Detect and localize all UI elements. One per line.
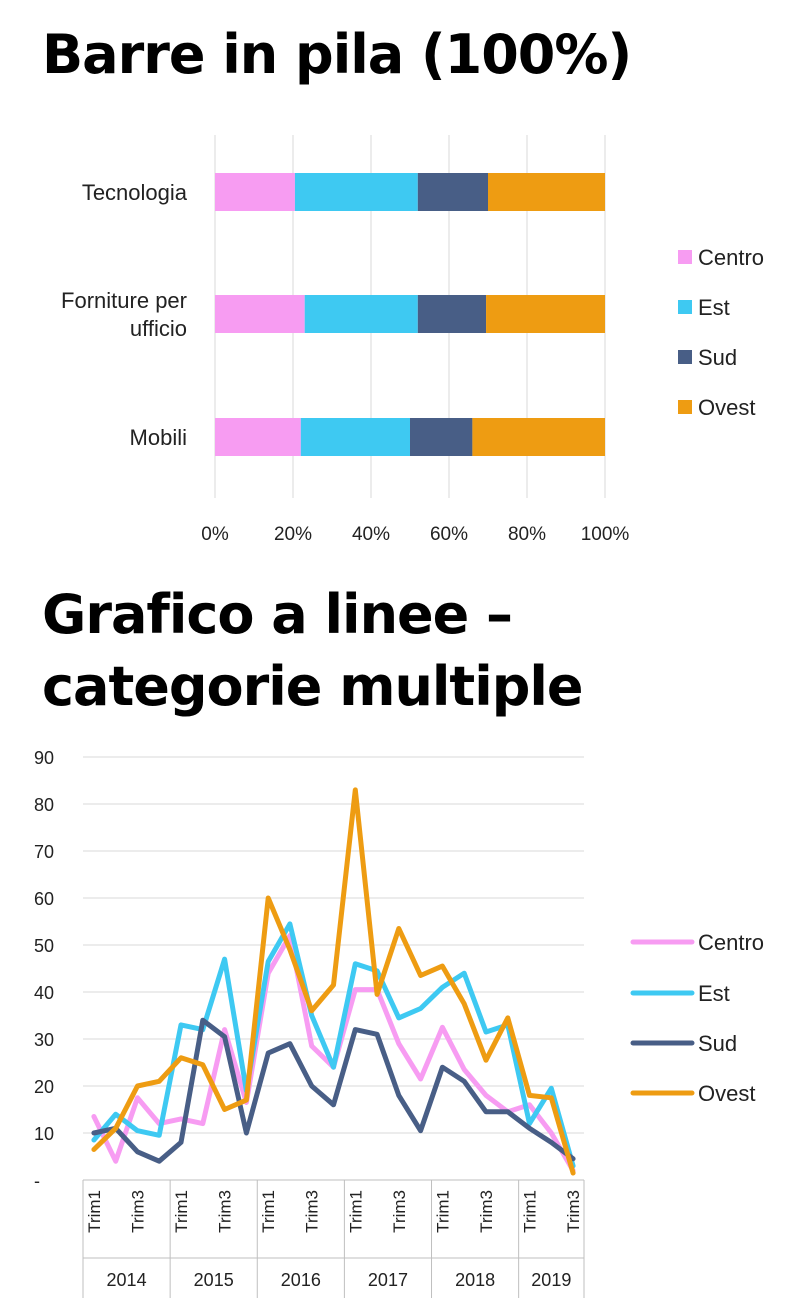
category-label: Forniture per: [61, 288, 187, 313]
legend-label-sud: Sud: [698, 345, 737, 370]
legend-swatch-ovest: [678, 400, 692, 414]
quarter-label: Trim3: [129, 1190, 148, 1233]
bar-segment-est: [304, 295, 418, 333]
quarter-label: Trim3: [564, 1190, 583, 1233]
quarter-label: Trim1: [433, 1190, 452, 1233]
category-label: Mobili: [130, 425, 187, 450]
legend-label-sud: Sud: [698, 1031, 737, 1056]
legend-swatch-est: [678, 300, 692, 314]
year-label: 2017: [368, 1270, 408, 1290]
x-tick-label: 100%: [581, 524, 630, 545]
bar-segment-est: [294, 173, 418, 211]
bar-segment-sud: [417, 295, 487, 333]
series-line-ovest: [91, 787, 576, 1176]
stacked-chart-title: Barre in pila (100%): [42, 23, 632, 86]
category-label: Tecnologia: [82, 180, 188, 205]
series-line-sud: [91, 1017, 576, 1164]
bar-segment-ovest: [486, 295, 605, 333]
year-label: 2015: [194, 1270, 234, 1290]
quarter-label: Trim3: [390, 1190, 409, 1233]
y-tick-label: -: [34, 1171, 40, 1191]
line-chart-title-line-1: Grafico a linee –: [42, 583, 513, 646]
y-tick-label: 10: [34, 1124, 54, 1144]
bar-segment-centro: [215, 295, 305, 333]
quarter-label: Trim1: [259, 1190, 278, 1233]
quarter-label: Trim3: [477, 1190, 496, 1233]
year-label: 2016: [281, 1270, 321, 1290]
y-tick-label: 90: [34, 748, 54, 768]
quarter-label: Trim3: [216, 1190, 235, 1233]
legend-label-est: Est: [698, 295, 730, 320]
legend-swatch-centro: [678, 250, 692, 264]
year-label: 2018: [455, 1270, 495, 1290]
legend-label-centro: Centro: [698, 245, 764, 270]
line-chart-title-line-2: categorie multiple: [42, 655, 584, 718]
bar-segment-sud: [410, 418, 473, 456]
quarter-label: Trim1: [521, 1190, 540, 1233]
y-tick-label: 20: [34, 1077, 54, 1097]
y-tick-label: 50: [34, 936, 54, 956]
year-label: 2014: [107, 1270, 147, 1290]
bar-segment-centro: [215, 418, 301, 456]
quarter-label: Trim3: [303, 1190, 322, 1233]
x-tick-label: 40%: [352, 524, 390, 545]
quarter-label: Trim1: [85, 1190, 104, 1233]
legend-label-centro: Centro: [698, 930, 764, 955]
series-line-est: [91, 921, 576, 1169]
bar-segment-est: [300, 418, 410, 456]
y-tick-label: 70: [34, 842, 54, 862]
bar-segment-centro: [215, 173, 295, 211]
y-tick-label: 80: [34, 795, 54, 815]
category-label: ufficio: [130, 316, 187, 341]
year-label: 2019: [531, 1270, 571, 1290]
x-tick-label: 0%: [201, 524, 229, 545]
bar-segment-sud: [417, 173, 488, 211]
bar-segment-ovest: [488, 173, 605, 211]
legend-swatch-sud: [678, 350, 692, 364]
stacked-bar-chart: 0% 20% 40% 60% 80% 100% Tecnologia Forniture pe…: [61, 135, 764, 545]
bar-segment-ovest: [472, 418, 605, 456]
quarter-label: Trim1: [172, 1190, 191, 1233]
y-tick-label: 40: [34, 983, 54, 1003]
legend-label-est: Est: [698, 981, 730, 1006]
x-tick-label: 20%: [274, 524, 312, 545]
x-tick-label: 80%: [508, 524, 546, 545]
legend-label-ovest: Ovest: [698, 1081, 755, 1106]
legend-label-ovest: Ovest: [698, 395, 755, 420]
quarter-label: Trim1: [346, 1190, 365, 1233]
y-tick-label: 60: [34, 889, 54, 909]
x-tick-label: 60%: [430, 524, 468, 545]
y-tick-label: 30: [34, 1030, 54, 1050]
